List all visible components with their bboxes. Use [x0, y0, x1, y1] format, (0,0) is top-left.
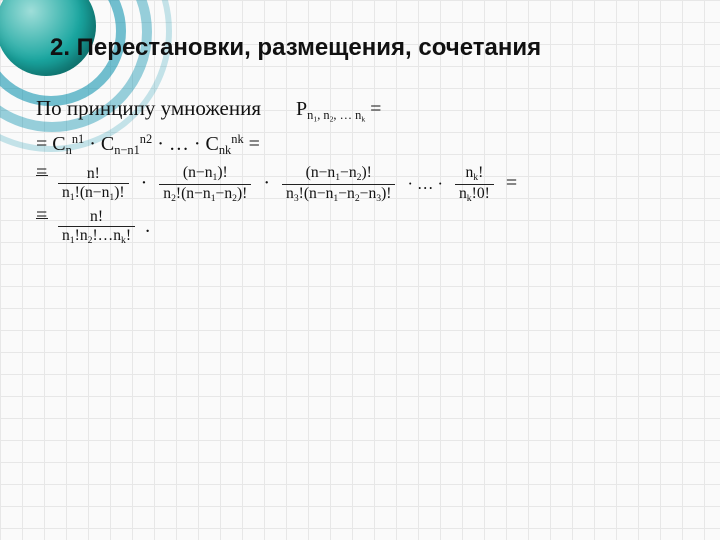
fraction: (n−n1−n2)! n3!(n−n1−n2−n3)!: [282, 164, 395, 203]
fraction: nk! nk!0!: [455, 164, 494, 203]
line-2: = Cnn1 · Cn−n1n2 · … · Cnknk =: [36, 129, 517, 160]
content: По принципу умножения Pn1, n2, … nk = = …: [36, 88, 517, 250]
equals: =: [506, 172, 517, 194]
multiply-dot: ·: [259, 172, 274, 194]
multiply-dot: ·: [137, 172, 152, 194]
fraction: n! n1!(n−n1)!: [58, 165, 129, 203]
slide: 2. Перестановки, размещения, сочетания П…: [0, 0, 720, 540]
line-3: = n! n1!(n−n1)! · (n−n1)! n2!(n−n1−n2)! …: [36, 164, 517, 203]
slide-title: 2. Перестановки, размещения, сочетания: [50, 34, 541, 62]
line-4: = n! n1!n2!…nk! .: [36, 208, 517, 246]
perm-lhs: Pn1, n2, … nk =: [296, 98, 381, 120]
fraction: (n−n1)! n2!(n−n1−n2)!: [159, 164, 251, 203]
fraction-final: n! n1!n2!…nk!: [58, 208, 135, 246]
eq-bar: =: [36, 169, 48, 176]
lead-text: По принципу умножения: [36, 96, 261, 120]
line-1: По принципу умножения Pn1, n2, … nk =: [36, 92, 517, 125]
ellipsis: · … ·: [403, 174, 447, 193]
period: .: [145, 215, 150, 237]
eq-bar: =: [36, 212, 48, 219]
